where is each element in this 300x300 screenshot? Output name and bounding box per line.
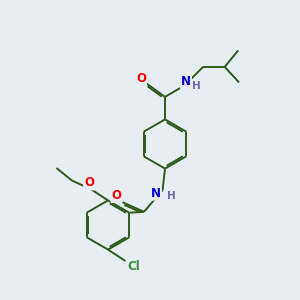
Text: N: N (181, 75, 191, 88)
Text: H: H (191, 81, 200, 91)
Text: O: O (136, 71, 146, 85)
Text: Cl: Cl (128, 260, 140, 273)
Text: H: H (167, 190, 176, 201)
Text: O: O (111, 189, 122, 202)
Text: N: N (151, 187, 161, 200)
Text: O: O (84, 176, 94, 190)
